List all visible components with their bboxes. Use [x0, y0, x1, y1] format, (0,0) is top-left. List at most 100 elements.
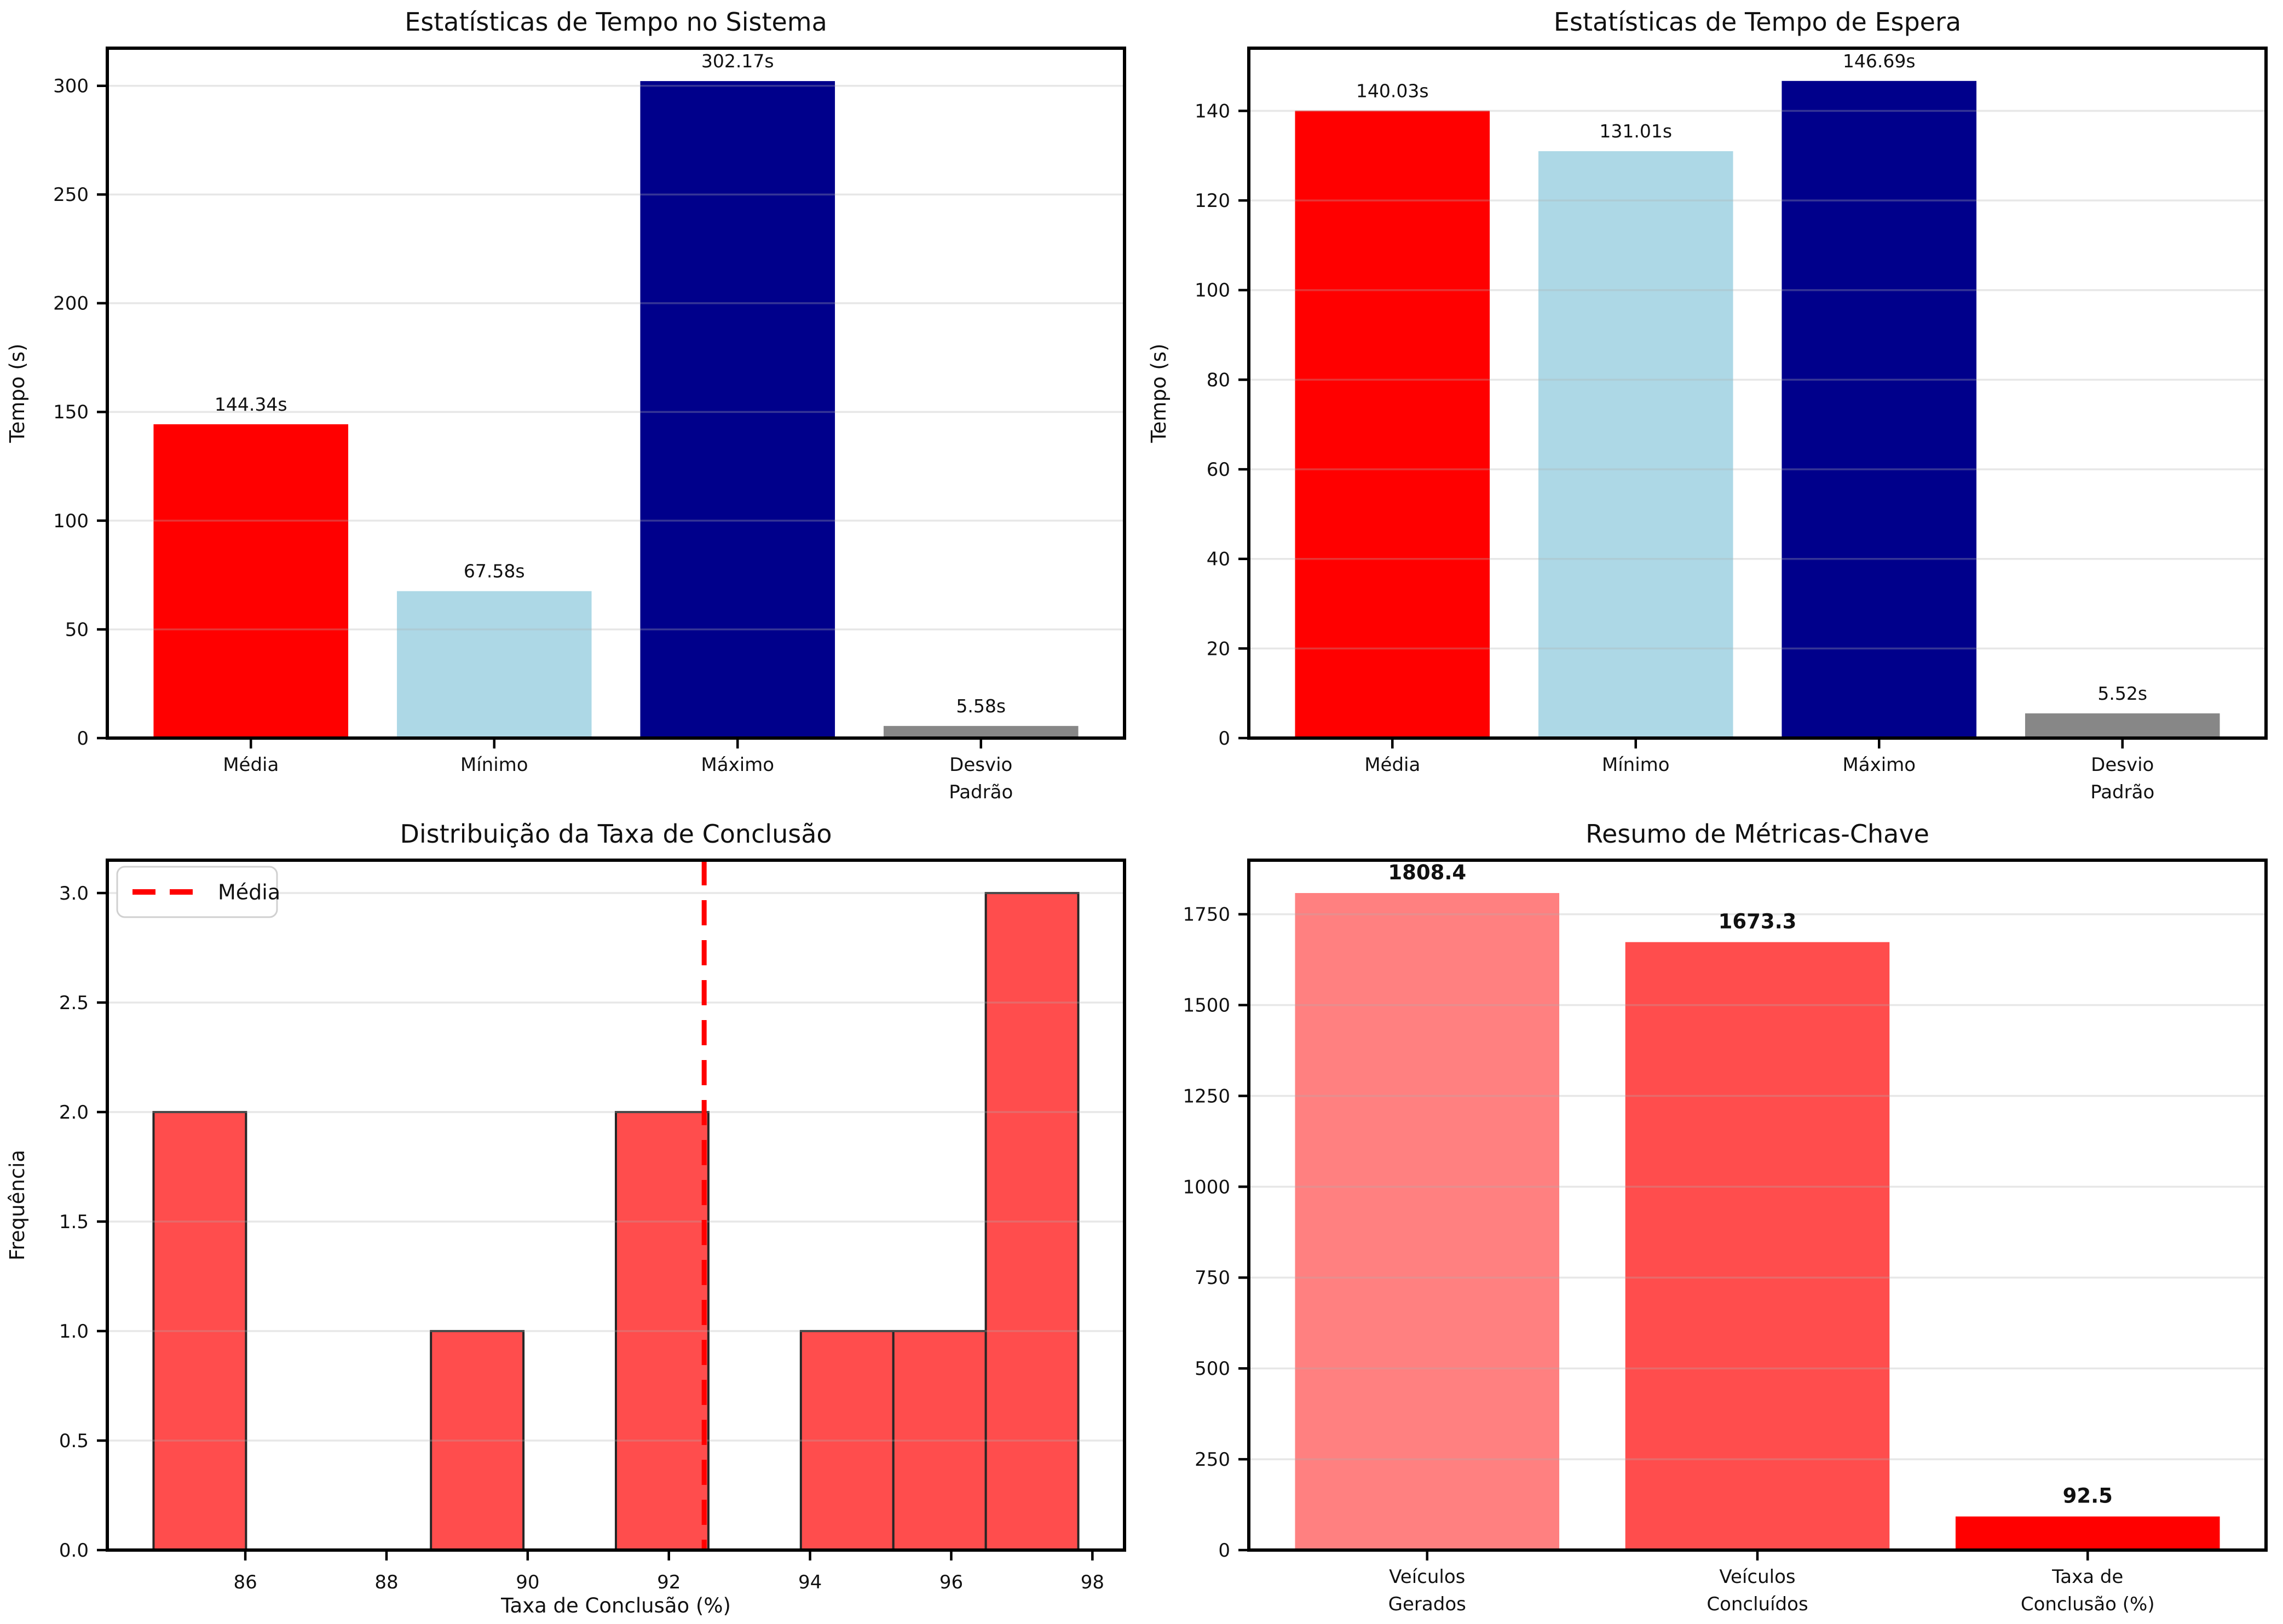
y-tick-label: 0 [77, 728, 89, 750]
bar-1 [1625, 942, 1890, 1550]
x-category-label: Média [1364, 754, 1420, 776]
y-tick-label: 100 [1195, 280, 1230, 302]
bar-1 [1538, 151, 1733, 739]
bar-0 [1295, 111, 1490, 738]
chart-metricas-chave: Resumo de Métricas-Chave 0 250 500 750 1000 12… [1142, 812, 2283, 1624]
bar-1 [396, 591, 592, 738]
y-tick-label: 0.5 [59, 1430, 89, 1452]
y-tick-label: 3.0 [59, 883, 89, 905]
bar-2 [1955, 1516, 2220, 1550]
y-tick-label: 750 [1195, 1267, 1230, 1289]
bar-value-label: 144.34s [215, 394, 287, 415]
y-tick-label: 300 [53, 76, 89, 97]
plot-border [106, 47, 1126, 740]
bar-3 [883, 725, 1079, 738]
y-tick-label: 250 [1195, 1449, 1230, 1471]
y-tick-label: 50 [65, 619, 89, 641]
bar-value-label: 1673.3 [1719, 910, 1797, 934]
x-category-label: Padrão [2090, 781, 2154, 803]
bar-value-label: 92.5 [2063, 1484, 2113, 1508]
bar-2 [1782, 80, 1977, 739]
x-tick-label: 88 [374, 1571, 398, 1593]
plot-border [1247, 47, 2268, 740]
chart-title: Estatísticas de Tempo no Sistema [405, 7, 827, 37]
x-category-label: Máximo [701, 754, 774, 776]
y-tick-label: 1.0 [59, 1321, 89, 1343]
bar-value-label: 140.03s [1356, 80, 1429, 101]
x-category-label: Mínimo [460, 754, 528, 776]
y-tick-label: 0 [1218, 728, 1230, 750]
y-tick-label: 40 [1207, 549, 1230, 571]
chart-tempo-sistema-svg: Estatísticas de Tempo no Sistema Tempo (s… [5, 7, 1126, 803]
chart-tempo-espera-svg: Estatísticas de Tempo de Espera Tempo (s)… [1147, 7, 2268, 803]
x-category-label: Mínimo [1602, 754, 1670, 776]
y-tick-label: 500 [1195, 1358, 1230, 1380]
y-tick-label: 2.0 [59, 1102, 89, 1124]
y-tick-label: 1250 [1183, 1085, 1230, 1107]
bar-2 [640, 81, 835, 739]
x-category-label: Veículos [1719, 1566, 1795, 1588]
x-tick-label: 90 [516, 1571, 539, 1593]
x-tick-label: 98 [1081, 1571, 1104, 1593]
chart-tempo-sistema: Estatísticas de Tempo no Sistema Tempo (s… [0, 0, 1142, 812]
y-tick-label: 150 [53, 401, 89, 423]
x-category-label: Padrão [949, 781, 1013, 803]
y-tick-label: 80 [1207, 369, 1230, 391]
y-tick-label: 100 [53, 510, 89, 532]
bar-0 [1295, 892, 1560, 1550]
y-tick-label: 2.5 [59, 992, 89, 1014]
bar-value-label: 67.58s [464, 561, 525, 582]
bar-value-label: 1808.4 [1388, 861, 1466, 884]
hist-bar-0 [152, 1111, 247, 1551]
chart-taxa-conclusao-hist: Distribuição da Taxa de Conclusão Frequên… [0, 812, 1142, 1624]
y-tick-label: 1500 [1183, 995, 1230, 1017]
y-tick-label: 1.5 [59, 1211, 89, 1233]
y-axis-label: Tempo (s) [1147, 343, 1171, 443]
x-category-label: Taxa de [2051, 1566, 2123, 1588]
legend-label: Média [218, 880, 280, 904]
chart-title: Resumo de Métricas-Chave [1586, 819, 1929, 849]
bar-0 [153, 424, 349, 738]
y-tick-label: 0 [1218, 1540, 1230, 1562]
x-category-label: Média [223, 754, 279, 776]
x-tick-label: 96 [939, 1571, 963, 1593]
y-tick-label: 1000 [1183, 1176, 1230, 1198]
bar-value-label: 5.58s [956, 695, 1006, 717]
y-tick-label: 140 [1195, 100, 1230, 122]
chart-title: Distribuição da Taxa de Conclusão [400, 819, 832, 849]
hist-bar-5 [615, 1111, 710, 1551]
hist-bar-9 [984, 892, 1080, 1551]
y-tick-label: 1750 [1183, 904, 1230, 926]
y-axis-label: Frequência [5, 1150, 29, 1260]
chart-tempo-espera: Estatísticas de Tempo de Espera Tempo (s)… [1142, 0, 2283, 812]
hist-bar-7 [799, 1330, 895, 1551]
y-tick-label: 120 [1195, 190, 1230, 212]
y-tick-label: 0.0 [59, 1540, 89, 1562]
x-category-label: Concluídos [1707, 1593, 1808, 1615]
x-category-label: Máximo [1842, 754, 1916, 776]
x-category-label: Conclusão (%) [2021, 1593, 2155, 1615]
x-tick-label: 92 [657, 1571, 681, 1593]
chart-metricas-chave-svg: Resumo de Métricas-Chave 0 250 500 750 1000 12… [1183, 819, 2268, 1615]
y-axis-label: Tempo (s) [5, 343, 29, 443]
y-tick-label: 250 [53, 184, 89, 206]
bar-value-label: 146.69s [1843, 50, 1916, 72]
bar-value-label: 302.17s [701, 50, 774, 72]
x-category-label: Veículos [1389, 1566, 1465, 1588]
x-category-label: Desvio [2091, 754, 2154, 776]
legend-box [116, 866, 278, 918]
bar-value-label: 131.01s [1599, 120, 1672, 142]
y-tick-label: 60 [1207, 459, 1230, 481]
plot-border [106, 859, 1126, 1552]
y-tick-label: 20 [1207, 638, 1230, 660]
x-axis-label: Taxa de Conclusão (%) [500, 1594, 731, 1617]
bar-value-label: 5.52s [2097, 683, 2147, 704]
hist-bar-3 [430, 1330, 525, 1551]
chart-taxa-conclusao-hist-svg: Distribuição da Taxa de Conclusão Frequên… [5, 819, 1126, 1617]
x-tick-label: 86 [233, 1571, 257, 1593]
x-category-label: Gerados [1388, 1593, 1466, 1615]
x-tick-label: 94 [798, 1571, 822, 1593]
y-tick-label: 200 [53, 293, 89, 315]
chart-title: Estatísticas de Tempo de Espera [1554, 7, 1961, 37]
